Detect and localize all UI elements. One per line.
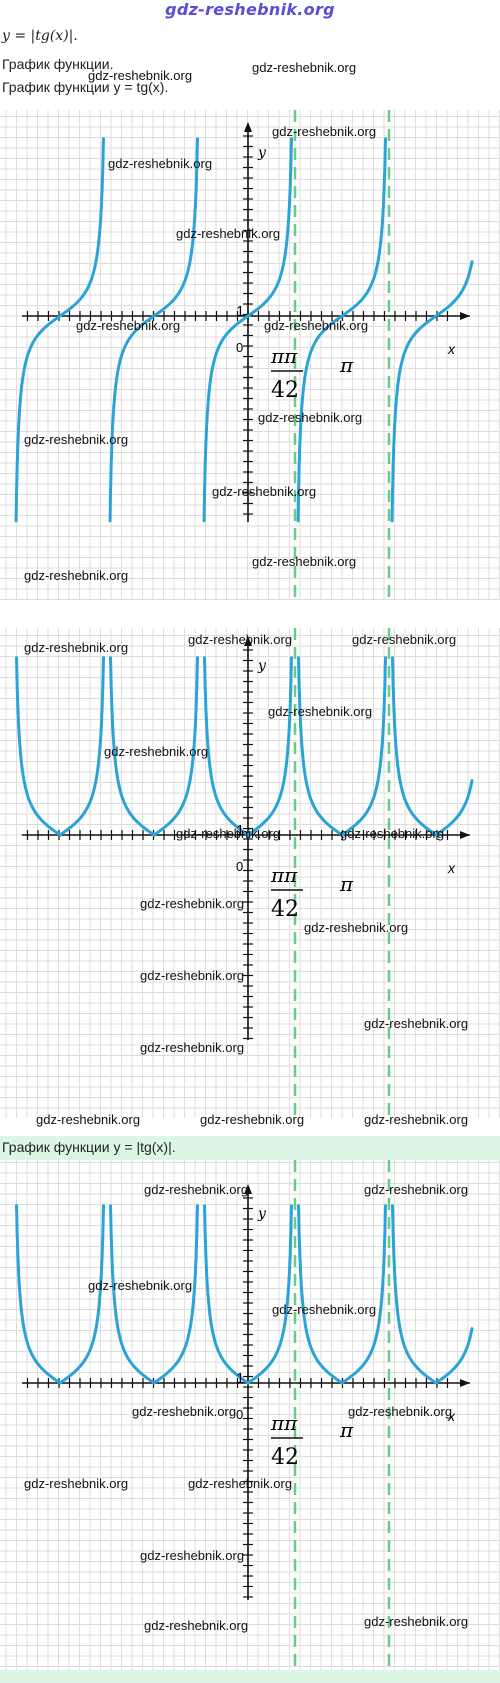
grid bbox=[0, 1160, 500, 1670]
grid bbox=[0, 628, 500, 1118]
highlight-bar-bottom bbox=[0, 1670, 500, 1683]
graph-abs-tg-final: y x 1 0 ππ 42 π bbox=[0, 1160, 500, 1670]
watermark: gdz-reshebnik.org bbox=[88, 1278, 193, 1293]
origin-label: 0 bbox=[236, 340, 243, 355]
x-axis-label: x bbox=[447, 1408, 456, 1424]
pi-denominator: 42 bbox=[271, 897, 299, 922]
asymptotes bbox=[293, 1160, 391, 1670]
watermark: gdz-reshebnik.org bbox=[272, 1302, 377, 1317]
watermark: gdz-reshebnik.org bbox=[188, 632, 293, 647]
watermark: gdz-reshebnik.org bbox=[144, 1618, 249, 1633]
abs-tg-curves bbox=[15, 656, 474, 838]
watermark: gdz-reshebnik.org bbox=[132, 1404, 237, 1419]
origin-label: 0 bbox=[236, 1407, 243, 1422]
watermark: gdz-reshebnik.org bbox=[104, 744, 209, 759]
y-axis-label: y bbox=[257, 1206, 267, 1222]
watermark: gdz-reshebnik.org bbox=[24, 432, 129, 447]
tick-label-one: 1 bbox=[236, 1370, 244, 1387]
watermark: gdz-reshebnik.org bbox=[140, 1548, 245, 1563]
watermark: gdz-reshebnik.org bbox=[176, 826, 281, 841]
watermark: gdz-reshebnik.org bbox=[212, 484, 317, 499]
watermark: gdz-reshebnik.org bbox=[200, 1112, 305, 1127]
x-axis-label: x bbox=[447, 860, 456, 876]
watermark: gdz-reshebnik.org bbox=[264, 318, 369, 333]
heading-graph-tg: График функции y = tg(x). bbox=[2, 79, 169, 95]
watermark: gdz-reshebnik.org bbox=[76, 318, 181, 333]
pi-denominator: 42 bbox=[271, 1445, 299, 1470]
pi-label: π bbox=[339, 1418, 354, 1442]
pi-numerator: ππ bbox=[270, 1411, 298, 1435]
watermark: gdz-reshebnik.org bbox=[176, 226, 281, 241]
pi-label: π bbox=[339, 353, 354, 377]
watermark: gdz-reshebnik.org bbox=[258, 410, 363, 425]
graph-abs-tg: y x 1 0 ππ 42 π bbox=[0, 628, 500, 1118]
axes bbox=[22, 636, 470, 1040]
abs-tg-curves bbox=[15, 1204, 474, 1386]
watermark: gdz-reshebnik.org bbox=[272, 124, 377, 139]
watermark: gdz-reshebnik.org bbox=[36, 1112, 141, 1127]
x-axis-label: x bbox=[447, 341, 456, 357]
tick-label-one: 1 bbox=[236, 822, 244, 839]
watermark: gdz-reshebnik.org bbox=[24, 568, 129, 583]
equation-top: y = |tg(x)|. bbox=[2, 28, 78, 44]
pi-denominator: 42 bbox=[271, 378, 299, 403]
watermark: gdz-reshebnik.org bbox=[252, 554, 357, 569]
highlight-bar bbox=[0, 1136, 500, 1160]
watermark: gdz-reshebnik.org bbox=[364, 1016, 469, 1031]
watermark: gdz-reshebnik.org bbox=[304, 920, 409, 935]
heading-graph-abs-tg: График функции y = |tg(x)|. bbox=[2, 1139, 176, 1155]
watermark: gdz-reshebnik.org bbox=[140, 896, 245, 911]
watermark: gdz-reshebnik.org bbox=[188, 1476, 293, 1491]
tg-curves bbox=[14, 137, 474, 523]
grid bbox=[0, 110, 500, 600]
watermark: gdz-reshebnik.org bbox=[340, 826, 445, 841]
watermark: gdz-reshebnik.org bbox=[140, 968, 245, 983]
watermark: gdz-reshebnik.org bbox=[88, 68, 193, 83]
watermark: gdz-reshebnik.org bbox=[140, 1040, 245, 1055]
watermark: gdz-reshebnik.org bbox=[108, 156, 213, 171]
pi-numerator: ππ bbox=[270, 344, 298, 368]
watermark: gdz-reshebnik.org bbox=[364, 1182, 469, 1197]
watermark: gdz-reshebnik.org bbox=[268, 704, 373, 719]
watermark: gdz-reshebnik.org bbox=[252, 60, 357, 75]
pi-label: π bbox=[339, 872, 354, 896]
watermark: gdz-reshebnik.org bbox=[24, 640, 129, 655]
watermark: gdz-reshebnik.org bbox=[24, 1476, 129, 1491]
pi-numerator: ππ bbox=[270, 863, 298, 887]
watermark: gdz-reshebnik.org bbox=[352, 632, 457, 647]
watermark: gdz-reshebnik.org bbox=[364, 1614, 469, 1629]
tick-label-one: 1 bbox=[236, 303, 244, 320]
watermark: gdz-reshebnik.org bbox=[144, 1182, 249, 1197]
y-axis-label: y bbox=[257, 145, 267, 161]
asymptotes bbox=[293, 110, 391, 600]
y-axis-label: y bbox=[257, 658, 267, 674]
asymptotes bbox=[293, 628, 391, 1118]
heading-graph: График функции. bbox=[2, 56, 114, 72]
watermark: gdz-reshebnik.org bbox=[364, 1112, 469, 1127]
site-title[interactable]: gdz-reshebnik.org bbox=[165, 0, 335, 19]
watermark: gdz-reshebnik.org bbox=[348, 1404, 453, 1419]
graph-tg: y x 1 0 ππ 42 π bbox=[0, 110, 500, 600]
origin-label: 0 bbox=[236, 859, 243, 874]
